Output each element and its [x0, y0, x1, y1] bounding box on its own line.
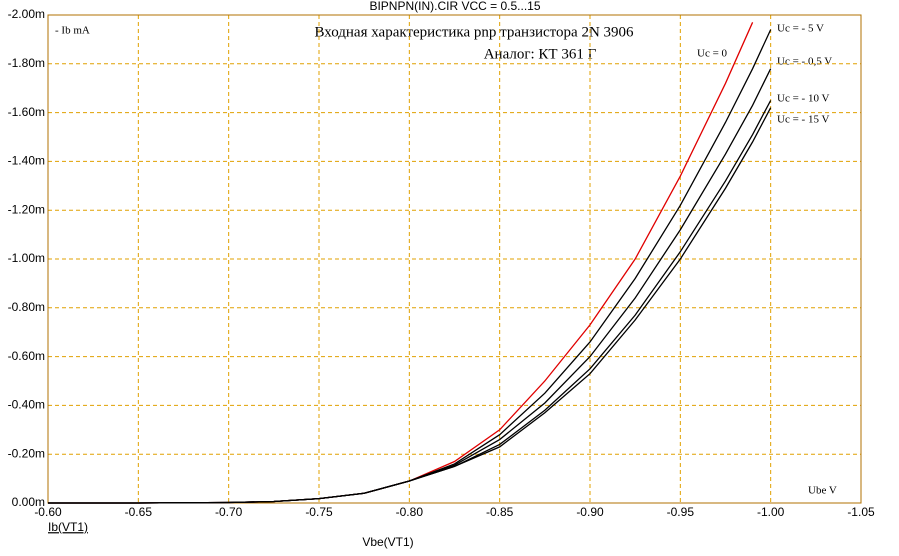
y-tick-label: 0.00m	[12, 495, 45, 509]
series-line	[48, 107, 772, 504]
x-tick-label: -0.70	[215, 505, 243, 519]
plot-frame	[47, 14, 862, 504]
y-tick-label: -1.60m	[8, 105, 45, 119]
x-tick-label: -0.85	[486, 505, 514, 519]
x-axis-label: Vbe(VT1)	[362, 535, 413, 549]
y-tick-label: -2.00m	[8, 7, 45, 21]
y-tick-label: -1.40m	[8, 154, 45, 168]
annotation: Ube V	[808, 485, 837, 497]
annotation: Аналог: КТ 361 Г	[484, 46, 597, 62]
y-tick-label: -1.20m	[8, 202, 45, 216]
x-tick-label: -0.75	[305, 505, 333, 519]
x-tick-label: -0.65	[125, 505, 153, 519]
x-tick-label: -1.05	[847, 505, 875, 519]
y-tick-label: -0.40m	[8, 398, 45, 412]
annotation: - Ib mA	[55, 25, 90, 37]
y-tick-label: -0.20m	[8, 446, 45, 460]
series-label: Uc = 0	[697, 48, 728, 60]
x-tick-label: -0.90	[576, 505, 604, 519]
x-tick-label: -0.80	[396, 505, 424, 519]
y-axis-label: Ib(VT1)	[48, 520, 88, 534]
y-tick-label: -0.60m	[8, 349, 45, 363]
annotation: Входная характеристика pnp транзистора 2…	[314, 24, 634, 40]
x-tick-label: -0.60	[34, 505, 62, 519]
y-tick-label: -0.80m	[8, 300, 45, 314]
y-tick-label: -1.00m	[8, 251, 45, 265]
x-tick-label: -1.00	[757, 505, 785, 519]
series-label: Uc = - 5 V	[777, 23, 824, 35]
series-label: Uc = - 0,5 V	[777, 56, 832, 68]
series-line	[48, 22, 754, 504]
y-tick-label: -1.80m	[8, 56, 45, 70]
series-label: Uc = - 15 V	[777, 114, 829, 126]
series-label: Uc = - 10 V	[777, 93, 829, 105]
chart-title: BIPNPN(IN).CIR VCC = 0.5...15	[369, 0, 540, 13]
x-tick-label: -0.95	[667, 505, 695, 519]
